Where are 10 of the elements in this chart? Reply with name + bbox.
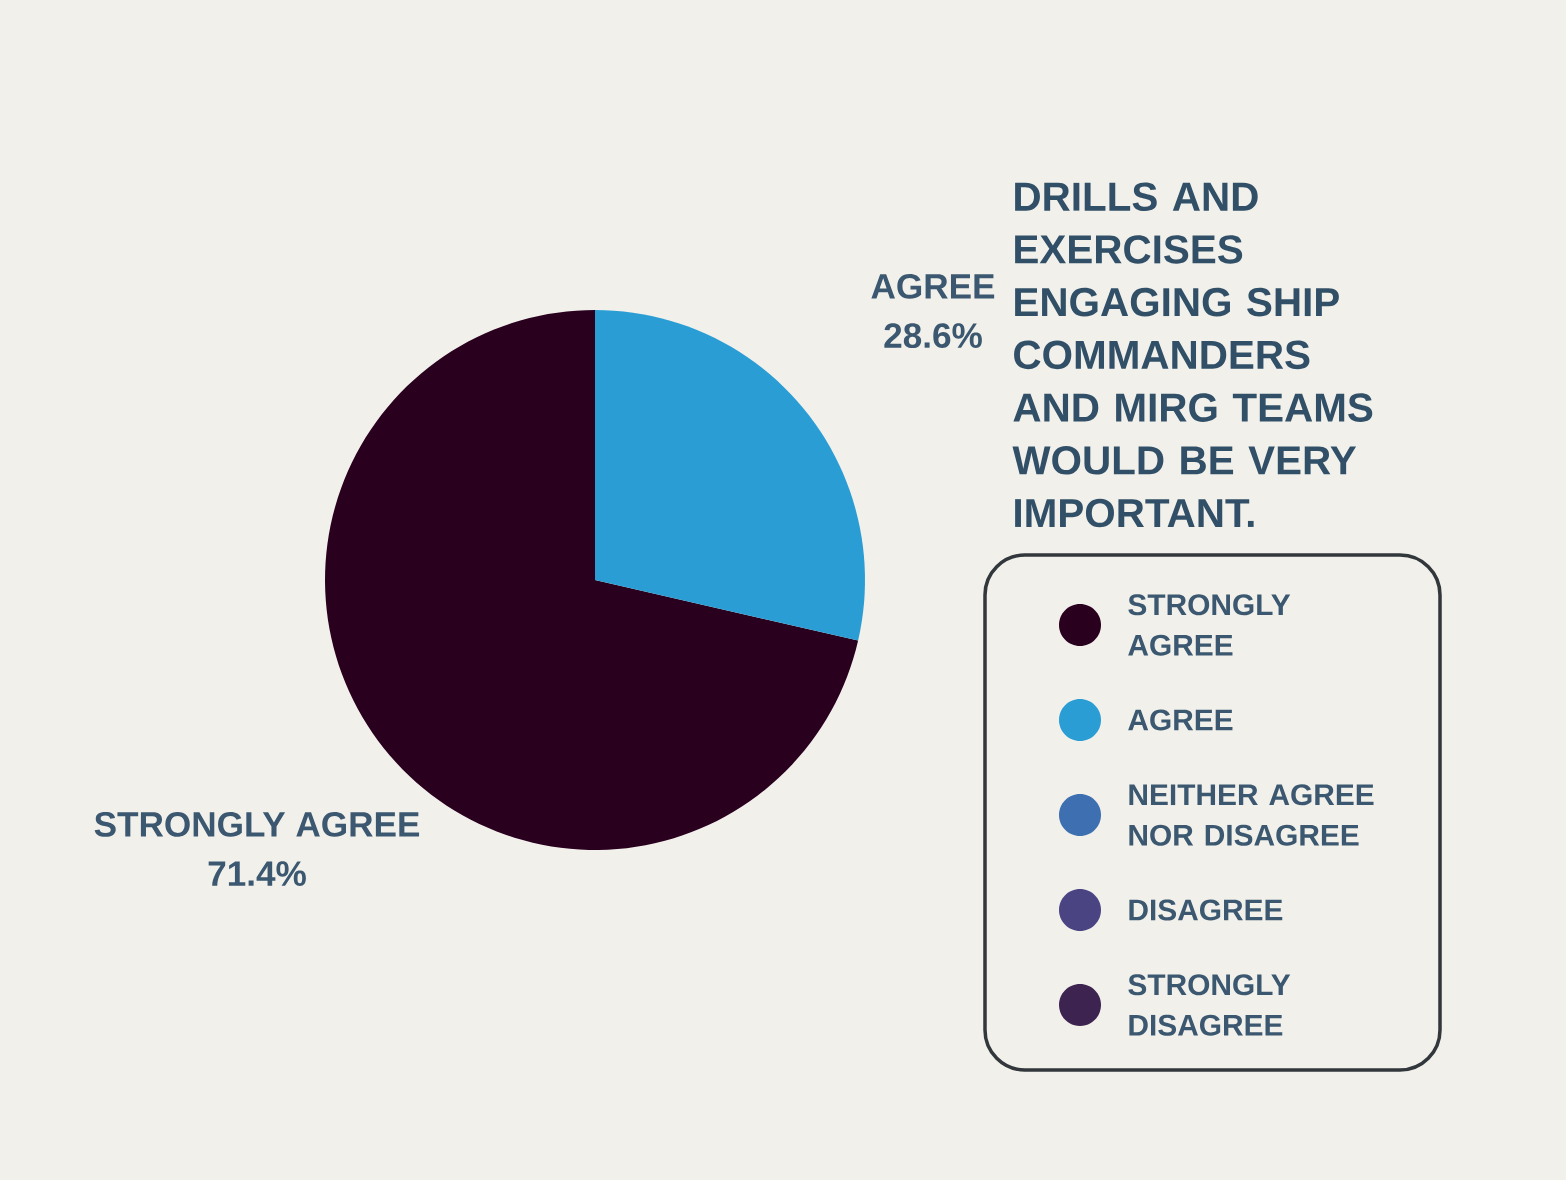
slice-label: AGREE: [871, 273, 995, 299]
legend-label: NEITHER AGREE NOR DISAGREE: [1129, 784, 1374, 846]
text: DRILLS AND EXERCISES ENGAGING SHIP COMMANDERS AND MIRG TEAMS WOULD BE VERY IMPORTANT.: [1012, 182, 1373, 528]
legend-label: AGREE: [1128, 709, 1233, 731]
legend-label: STRONGLY DISAGREE: [1128, 974, 1291, 1036]
slice-label: STRONGLY AGREE: [94, 811, 420, 837]
legend-label: STRONGLY AGREE: [1128, 594, 1291, 656]
data-label: 28.6%: [884, 323, 982, 349]
legend-label: DISAGREE: [1129, 899, 1283, 921]
data-label: 71.4%: [208, 861, 306, 886]
